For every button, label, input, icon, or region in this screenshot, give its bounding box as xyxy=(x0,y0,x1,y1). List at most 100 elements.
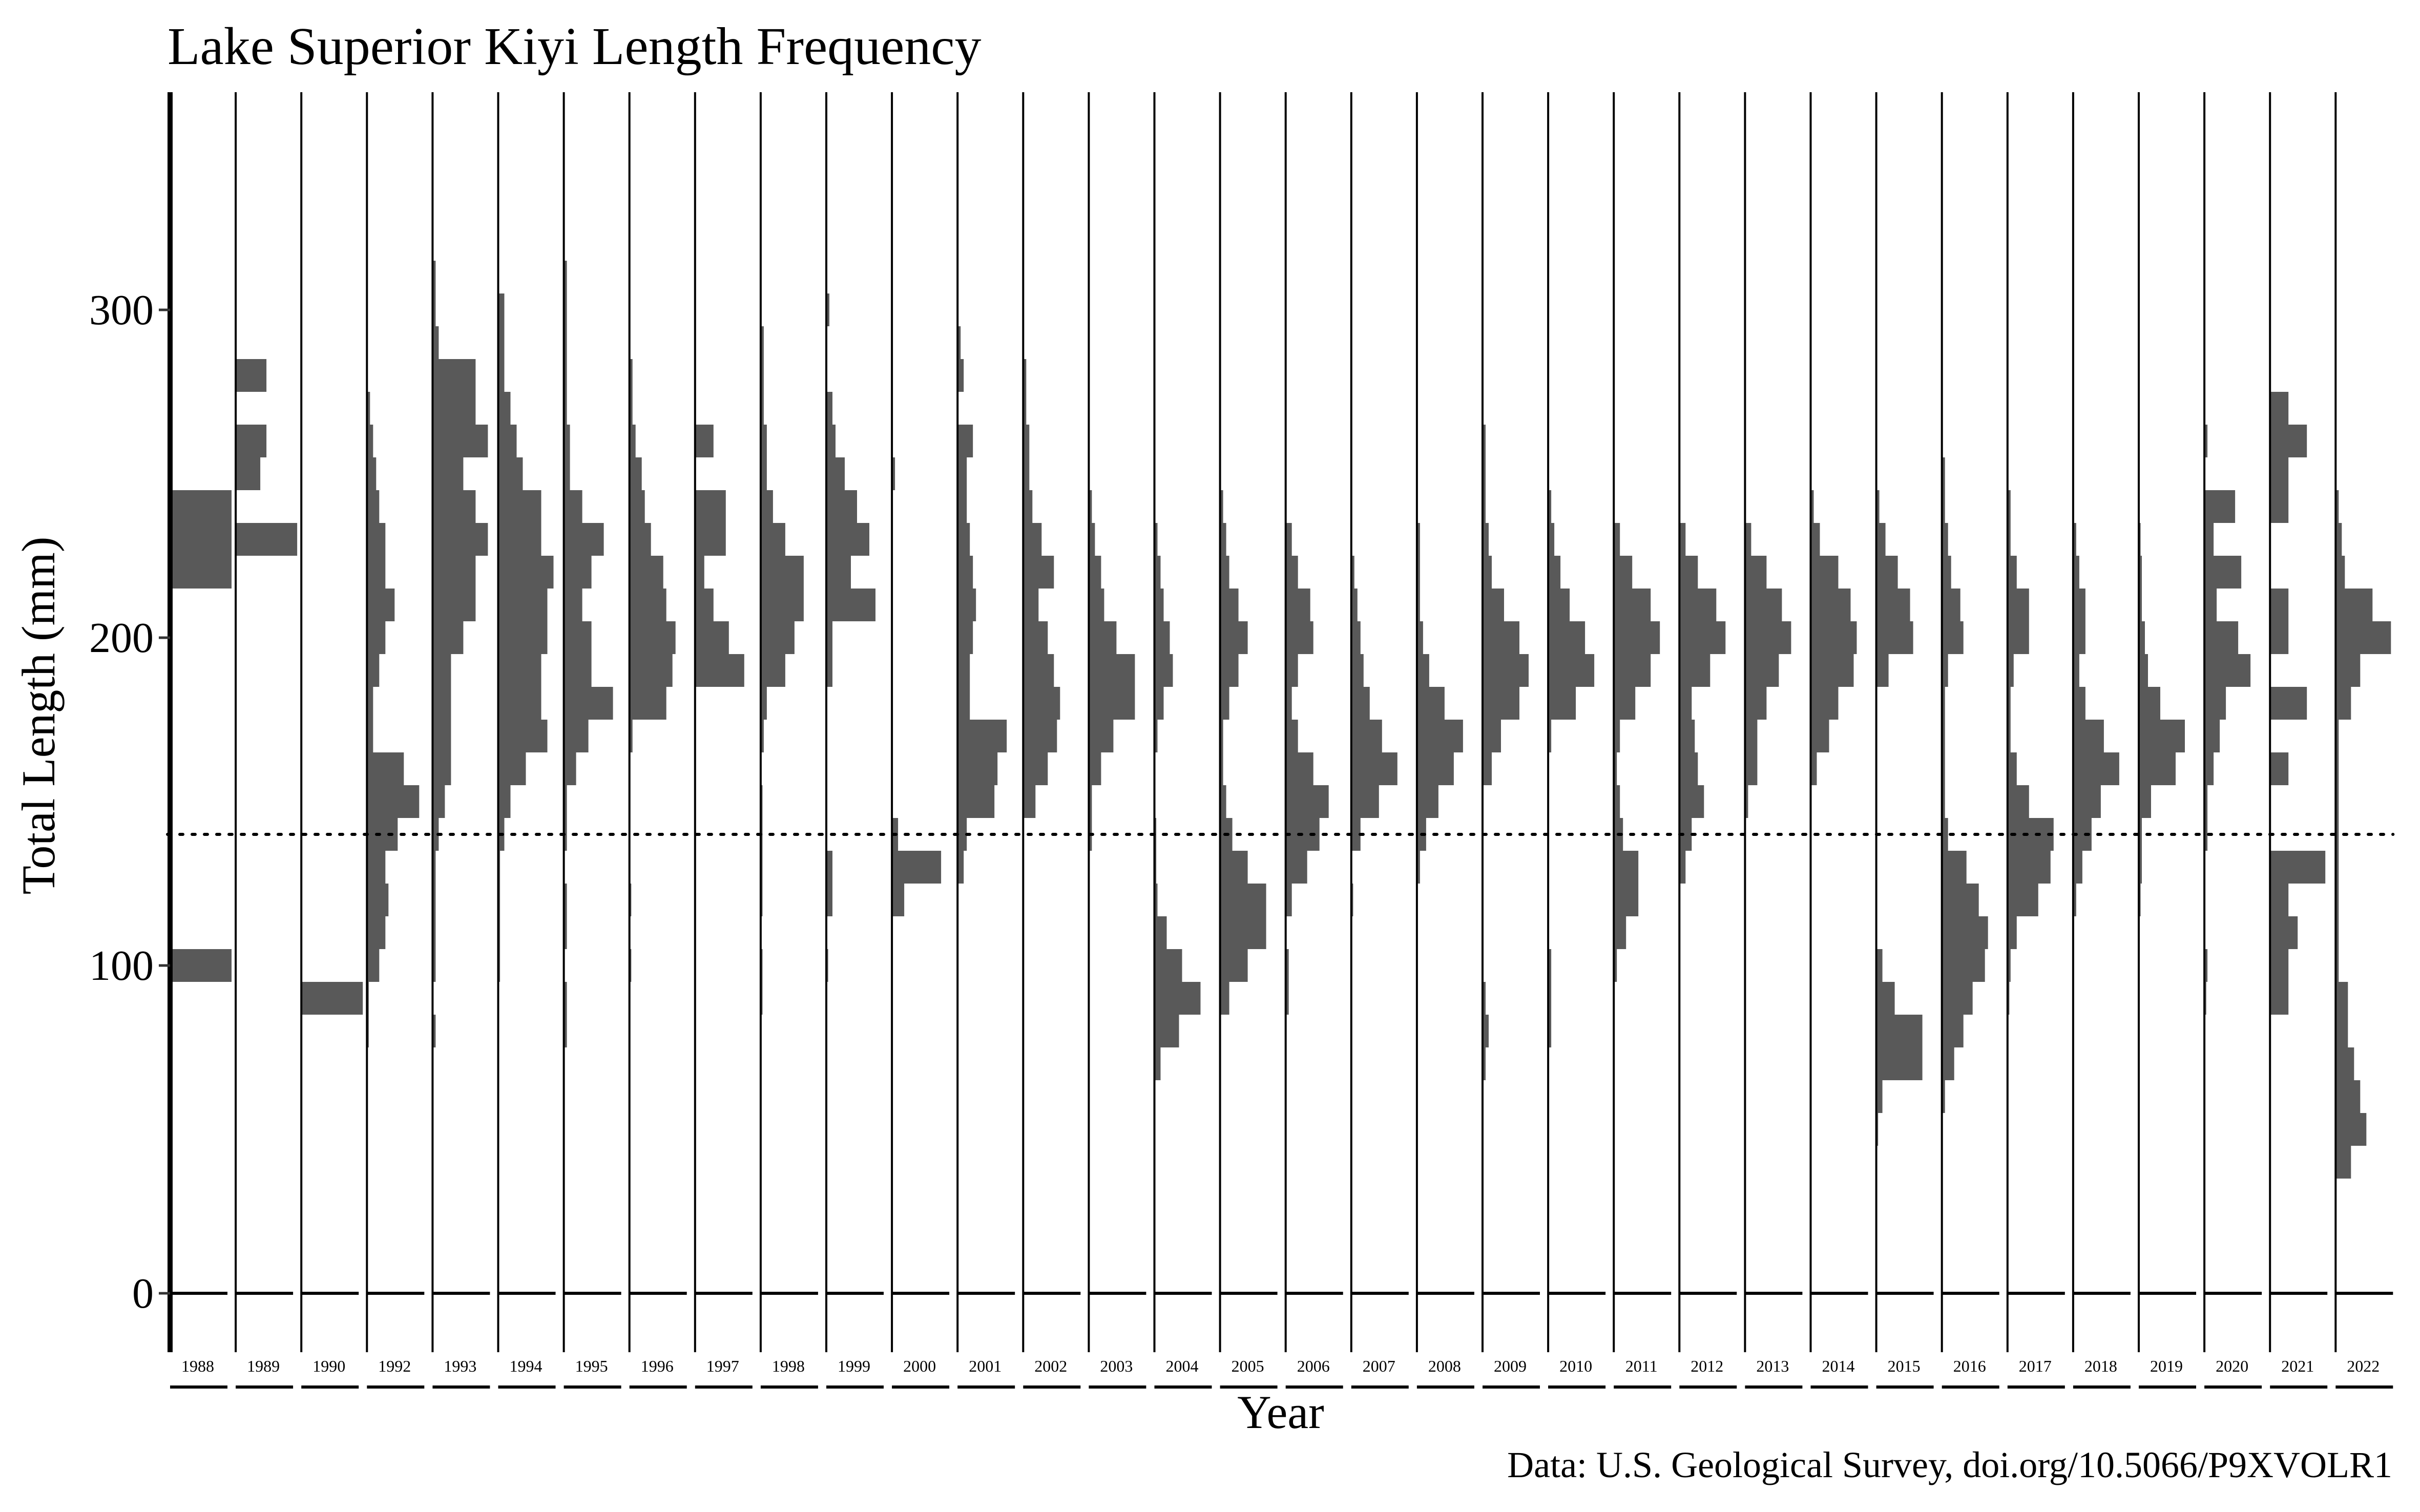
histogram-bar xyxy=(629,621,676,654)
histogram-bar xyxy=(1942,818,1948,851)
histogram-bar xyxy=(432,621,464,654)
histogram-bar xyxy=(1023,425,1030,457)
histogram-bar xyxy=(695,523,726,556)
histogram-bar xyxy=(1351,752,1397,785)
histogram-bar xyxy=(564,752,576,785)
histogram-bar xyxy=(432,261,436,293)
histogram-bar xyxy=(2335,720,2339,752)
histogram-bar xyxy=(498,621,548,654)
data-source-caption: Data: U.S. Geological Survey, doi.org/10… xyxy=(1507,1444,2392,1485)
histogram-bar xyxy=(1023,523,1042,556)
year-panel-2004: 2004 xyxy=(1153,92,1212,1389)
histogram-bar xyxy=(367,720,373,752)
histogram-bar xyxy=(760,687,767,720)
histogram-bar xyxy=(1483,621,1519,654)
histogram-bar xyxy=(2007,720,2011,752)
histogram-bar xyxy=(1351,589,1358,621)
histogram-bar xyxy=(2007,556,2017,589)
histogram-bar xyxy=(760,523,785,556)
histogram-bar xyxy=(2335,949,2339,982)
histogram-bar xyxy=(2007,851,2051,884)
histogram-bar xyxy=(498,556,554,589)
histogram-bar xyxy=(367,589,395,621)
histogram-bar xyxy=(760,326,764,359)
histogram-bar xyxy=(2204,523,2214,556)
histogram-bar xyxy=(1942,654,1948,687)
histogram-bar xyxy=(1942,916,1988,949)
facet-label: 2005 xyxy=(1232,1357,1264,1375)
histogram-bar xyxy=(2335,556,2345,589)
histogram-bar xyxy=(236,523,298,556)
histogram-bar xyxy=(826,654,832,687)
histogram-bar xyxy=(1745,523,1751,556)
facet-label: 2018 xyxy=(2084,1357,2117,1375)
histogram-bar xyxy=(2007,490,2011,523)
histogram-bar xyxy=(1483,654,1529,687)
histogram-bar xyxy=(1351,556,1354,589)
histogram-bar xyxy=(1679,720,1695,752)
histogram-bar xyxy=(170,523,232,556)
year-panel-1994: 1994 xyxy=(497,92,556,1389)
histogram-bar xyxy=(629,720,633,752)
histogram-bar xyxy=(432,556,476,589)
year-panel-2014: 2014 xyxy=(1809,92,1868,1389)
histogram-bar xyxy=(1154,720,1158,752)
histogram-bar xyxy=(1023,359,1027,392)
histogram-bar xyxy=(2204,556,2242,589)
histogram-bar xyxy=(1483,457,1486,490)
histogram-bar xyxy=(1614,720,1620,752)
histogram-bar xyxy=(1614,851,1639,884)
facet-label: 2007 xyxy=(1363,1357,1395,1375)
histogram-bar xyxy=(957,425,973,457)
histogram-bar xyxy=(1876,982,1895,1015)
histogram-bar xyxy=(564,720,589,752)
histogram-bar xyxy=(2335,621,2391,654)
histogram-bar xyxy=(1154,621,1170,654)
histogram-bar xyxy=(432,425,488,457)
histogram-bar xyxy=(1942,457,1945,490)
histogram-bar xyxy=(2335,916,2339,949)
histogram-bar xyxy=(629,425,636,457)
histogram-bar xyxy=(1614,621,1660,654)
histogram-bar xyxy=(1416,589,1420,621)
histogram-bar xyxy=(1876,654,1889,687)
histogram-bar xyxy=(1942,949,1985,982)
facet-label: 1994 xyxy=(510,1357,543,1375)
histogram-bar xyxy=(1679,621,1726,654)
histogram-bar xyxy=(1548,1015,1552,1047)
histogram-bar xyxy=(2270,851,2326,884)
histogram-bar xyxy=(2204,720,2220,752)
histogram-bar xyxy=(1220,687,1229,720)
histogram-bar xyxy=(1220,720,1223,752)
histogram-bar xyxy=(564,425,570,457)
histogram-bar xyxy=(2270,490,2289,523)
histogram-bar xyxy=(2270,621,2289,654)
histogram-bar xyxy=(564,884,567,916)
histogram-bar xyxy=(1942,884,1979,916)
histogram-bar xyxy=(2073,556,2079,589)
histogram-bar xyxy=(1548,490,1552,523)
histogram-bar xyxy=(564,785,567,818)
histogram-bar xyxy=(1089,785,1092,818)
histogram-bar xyxy=(432,654,451,687)
histogram-bar xyxy=(760,490,773,523)
histogram-bar xyxy=(695,556,704,589)
histogram-bar xyxy=(1154,982,1201,1015)
histogram-bar xyxy=(957,621,973,654)
histogram-bar xyxy=(1220,589,1239,621)
histogram-bar xyxy=(2007,949,2011,982)
facet-label: 2020 xyxy=(2216,1357,2248,1375)
histogram-bar xyxy=(432,752,451,785)
histogram-bar xyxy=(1154,949,1182,982)
facet-label: 2017 xyxy=(2019,1357,2052,1375)
year-panel-2003: 2003 xyxy=(1088,92,1146,1389)
histogram-bar xyxy=(1679,851,1686,884)
histogram-bar xyxy=(432,589,476,621)
histogram-bar xyxy=(2073,752,2119,785)
histogram-bar xyxy=(2073,884,2076,916)
year-panel-2021: 2021 xyxy=(2269,92,2328,1389)
histogram-bar xyxy=(1876,556,1898,589)
histogram-bar xyxy=(1810,654,1854,687)
year-panel-2012: 2012 xyxy=(1678,92,1737,1389)
year-panel-1999: 1999 xyxy=(825,92,884,1389)
